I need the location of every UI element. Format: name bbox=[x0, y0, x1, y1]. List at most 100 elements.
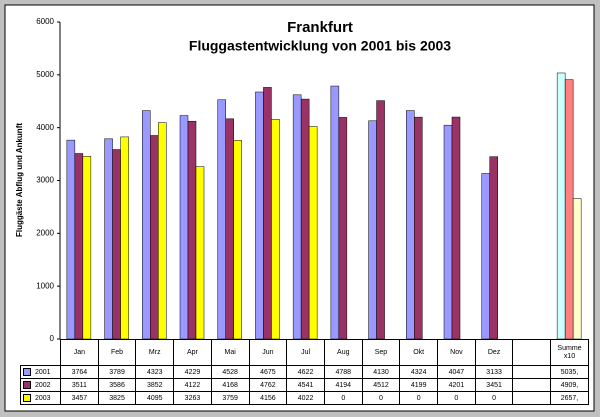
legend-cell: 2003 bbox=[20, 391, 61, 405]
bar bbox=[564, 79, 574, 340]
bar bbox=[187, 120, 197, 340]
data-table: Jan Feb Mrz Apr Mai Jun Jul Aug Sep Okt Nov Dez Summ… bbox=[20, 339, 589, 405]
bar bbox=[443, 124, 453, 340]
bar bbox=[330, 85, 340, 340]
bar bbox=[263, 87, 272, 340]
bar bbox=[74, 153, 84, 340]
legend-label: 2003 bbox=[35, 394, 51, 402]
data-cell: 4512 bbox=[361, 378, 401, 392]
data-cell: 4199 bbox=[399, 378, 439, 392]
bar bbox=[255, 91, 264, 340]
data-cell: 4194 bbox=[323, 378, 363, 392]
bar bbox=[217, 99, 226, 340]
bar bbox=[233, 140, 242, 340]
bar bbox=[406, 110, 415, 340]
bar bbox=[572, 198, 582, 340]
data-cell: 3852 bbox=[135, 378, 175, 392]
y-tick-label: 6000 bbox=[36, 17, 54, 26]
data-cell: 3451 bbox=[474, 378, 514, 392]
data-cell: 4762 bbox=[248, 378, 288, 392]
legend-cell: 2001 bbox=[20, 365, 61, 379]
bar bbox=[120, 136, 129, 340]
bar bbox=[225, 118, 234, 340]
data-cell: 5035, bbox=[550, 365, 589, 379]
data-cell: 0 bbox=[323, 391, 363, 405]
x-tick-label: Aug bbox=[323, 339, 363, 366]
x-tick-label: Feb bbox=[97, 339, 137, 366]
corner-cell bbox=[21, 340, 61, 366]
data-cell: 4156 bbox=[248, 391, 288, 405]
data-cell: 3457 bbox=[60, 391, 99, 405]
legend-label: 2001 bbox=[35, 368, 51, 376]
bar bbox=[158, 122, 167, 340]
data-cell bbox=[512, 365, 552, 379]
data-cell: 3586 bbox=[97, 378, 137, 392]
table-row: 2003 3457 3825 4095 3263 3759 4156 4022 0 0 0 0 0 265… bbox=[20, 391, 589, 405]
y-tick-label: 4000 bbox=[36, 123, 54, 132]
x-tick-label bbox=[512, 339, 552, 366]
legend-cell: 2002 bbox=[20, 378, 61, 392]
chart-title: Frankfurt bbox=[287, 19, 353, 36]
bar bbox=[179, 115, 189, 340]
legend-swatch bbox=[23, 368, 31, 376]
data-cell: 4528 bbox=[210, 365, 250, 379]
data-cell: 4541 bbox=[286, 378, 325, 392]
data-cell: 3263 bbox=[173, 391, 212, 405]
x-tick-label: Jul bbox=[286, 339, 325, 366]
bar bbox=[82, 156, 92, 340]
x-tick-label: Nov bbox=[437, 339, 476, 366]
bar bbox=[338, 117, 348, 340]
x-tick-label: Summe x10 bbox=[550, 339, 589, 366]
data-cell: 3764 bbox=[60, 365, 99, 379]
x-tick-label: Apr bbox=[173, 339, 212, 366]
data-cell: 4229 bbox=[173, 365, 212, 379]
data-cell: 0 bbox=[437, 391, 476, 405]
bar bbox=[150, 135, 159, 340]
x-tick-label: Okt bbox=[399, 339, 439, 366]
legend-swatch bbox=[23, 394, 31, 402]
data-cell: 0 bbox=[474, 391, 514, 405]
y-axis-label: Fluggäste Abflug und Ankunft bbox=[15, 123, 24, 237]
bar bbox=[481, 173, 490, 340]
bar bbox=[489, 156, 498, 340]
data-cell: 0 bbox=[399, 391, 439, 405]
data-cell: 3789 bbox=[97, 365, 137, 379]
y-tick-label: 5000 bbox=[36, 70, 54, 79]
header-row: Jan Feb Mrz Apr Mai Jun Jul Aug Sep Okt Nov Dez Summ… bbox=[21, 339, 589, 366]
x-tick-label: Jan bbox=[60, 339, 99, 366]
x-tick-label: Jun bbox=[248, 339, 288, 366]
data-cell: 4788 bbox=[323, 365, 363, 379]
bar bbox=[104, 138, 113, 340]
bar bbox=[451, 116, 461, 340]
y-tick-label: 0 bbox=[50, 334, 55, 343]
data-cell: 4168 bbox=[210, 378, 250, 392]
data-cell: 4095 bbox=[135, 391, 175, 405]
data-cell: 4022 bbox=[286, 391, 325, 405]
bar bbox=[271, 119, 280, 340]
x-tick-label: Mrz bbox=[135, 339, 175, 366]
table-row: 2001 3764 3789 4323 4229 4528 4675 4622 4788 4130… bbox=[20, 365, 589, 379]
y-tick-label: 1000 bbox=[36, 281, 54, 290]
bar bbox=[142, 110, 151, 340]
data-cell: 4675 bbox=[248, 365, 288, 379]
bar bbox=[195, 166, 205, 340]
data-cell bbox=[512, 378, 552, 392]
x-tick-label: Sep bbox=[361, 339, 401, 366]
chart-subtitle: Fluggastentwicklung von 2001 bis 2003 bbox=[189, 38, 451, 54]
data-cell: 2657, bbox=[550, 391, 589, 405]
legend-swatch bbox=[23, 381, 31, 389]
legend-label: 2002 bbox=[35, 381, 51, 389]
bar bbox=[308, 126, 318, 340]
bar bbox=[292, 94, 302, 340]
data-cell: 4909, bbox=[550, 378, 589, 392]
y-tick-label: 2000 bbox=[36, 228, 54, 237]
x-tick-label: Dez bbox=[474, 339, 514, 366]
data-cell: 3511 bbox=[60, 378, 99, 392]
bar bbox=[414, 116, 423, 340]
bar bbox=[112, 149, 121, 340]
table-row: 2002 3511 3586 3852 4122 4168 4762 4541 4194 4512… bbox=[20, 378, 589, 392]
data-cell: 4122 bbox=[173, 378, 212, 392]
data-cell: 4622 bbox=[286, 365, 325, 379]
data-cell: 3825 bbox=[97, 391, 137, 405]
